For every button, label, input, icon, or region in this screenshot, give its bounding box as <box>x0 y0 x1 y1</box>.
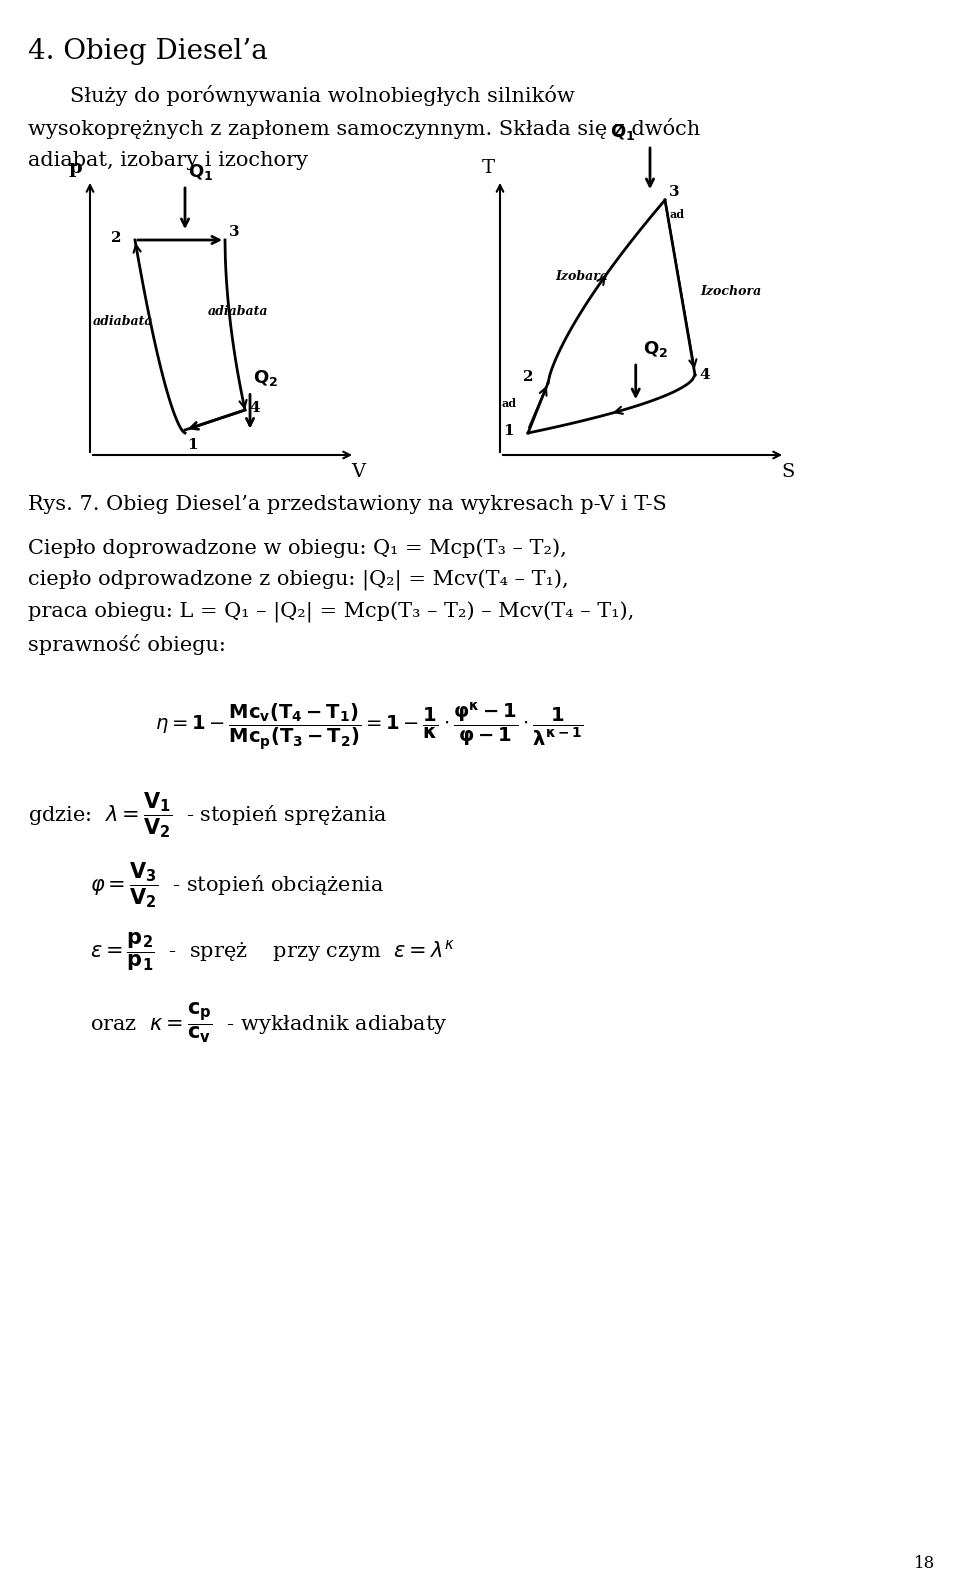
Text: 18: 18 <box>914 1555 935 1572</box>
Text: adiabata: adiabata <box>208 305 269 318</box>
Text: T: T <box>481 159 494 178</box>
Text: Izobara: Izobara <box>555 270 608 283</box>
Text: ciepło odprowadzone z obiegu: |Q₂| = Mcv(T₄ – T₁),: ciepło odprowadzone z obiegu: |Q₂| = Mcv… <box>28 571 568 591</box>
Text: ad: ad <box>670 209 685 220</box>
Text: Rys. 7. Obieg Diesel’a przedstawiony na wykresach p-V i T-S: Rys. 7. Obieg Diesel’a przedstawiony na … <box>28 495 667 514</box>
Text: 3: 3 <box>229 225 240 239</box>
Text: 2: 2 <box>523 369 534 384</box>
Text: adiabata: adiabata <box>93 314 154 329</box>
Text: gdzie:  $\lambda = \dfrac{\mathbf{V_1}}{\mathbf{V_2}}$  - stopień sprężania: gdzie: $\lambda = \dfrac{\mathbf{V_1}}{\… <box>28 791 388 839</box>
Text: $\eta = \mathbf{1} - \dfrac{\mathbf{Mc_v(T_4 - T_1)}}{\mathbf{Mc_p(T_3 - T_2)}} : $\eta = \mathbf{1} - \dfrac{\mathbf{Mc_v… <box>155 700 584 751</box>
Text: $\varphi = \dfrac{\mathbf{V_3}}{\mathbf{V_2}}$  - stopień obciążenia: $\varphi = \dfrac{\mathbf{V_3}}{\mathbf{… <box>90 860 384 910</box>
Text: praca obiegu: L = Q₁ – |Q₂| = Mcp(T₃ – T₂) – Mcv(T₄ – T₁),: praca obiegu: L = Q₁ – |Q₂| = Mcp(T₃ – T… <box>28 602 635 623</box>
Text: 1: 1 <box>187 439 198 453</box>
Text: Izochora: Izochora <box>700 285 761 299</box>
Text: $\varepsilon = \dfrac{\mathbf{p_2}}{\mathbf{p_1}}$  -  spręż    przy czym  $\var: $\varepsilon = \dfrac{\mathbf{p_2}}{\mat… <box>90 931 455 973</box>
Text: $\mathbf{Q_1}$: $\mathbf{Q_1}$ <box>610 123 636 141</box>
Text: 4: 4 <box>699 368 709 382</box>
Text: 1: 1 <box>503 424 514 439</box>
Text: 3: 3 <box>669 185 680 200</box>
Text: adiabat, izobary i izochory: adiabat, izobary i izochory <box>28 151 308 170</box>
Text: ad: ad <box>502 398 517 409</box>
Text: Ciepło doprowadzone w obiegu: Q₁ = Mcp(T₃ – T₂),: Ciepło doprowadzone w obiegu: Q₁ = Mcp(T… <box>28 538 566 558</box>
Text: S: S <box>781 464 795 481</box>
Text: V: V <box>351 464 365 481</box>
Text: $\mathbf{Q_2}$: $\mathbf{Q_2}$ <box>253 368 278 388</box>
Text: oraz  $\kappa = \dfrac{\mathbf{c_p}}{\mathbf{c_v}}$  - wykładnik adiabaty: oraz $\kappa = \dfrac{\mathbf{c_p}}{\mat… <box>90 1000 447 1044</box>
Text: $\mathbf{Q_2}$: $\mathbf{Q_2}$ <box>643 340 668 358</box>
Text: p: p <box>68 159 82 178</box>
Text: Służy do porównywania wolnobiegłych silników: Służy do porównywania wolnobiegłych siln… <box>70 85 575 105</box>
Text: 4: 4 <box>249 401 259 415</box>
Text: 4. Obieg Diesel’a: 4. Obieg Diesel’a <box>28 38 268 64</box>
Text: $\mathbf{Q_1}$: $\mathbf{Q_1}$ <box>188 162 213 182</box>
Text: wysokoprężnych z zapłonem samoczynnym. Składa się z dwóch: wysokoprężnych z zapłonem samoczynnym. S… <box>28 118 700 138</box>
Text: 2: 2 <box>110 231 121 245</box>
Text: sprawność obiegu:: sprawność obiegu: <box>28 634 226 656</box>
